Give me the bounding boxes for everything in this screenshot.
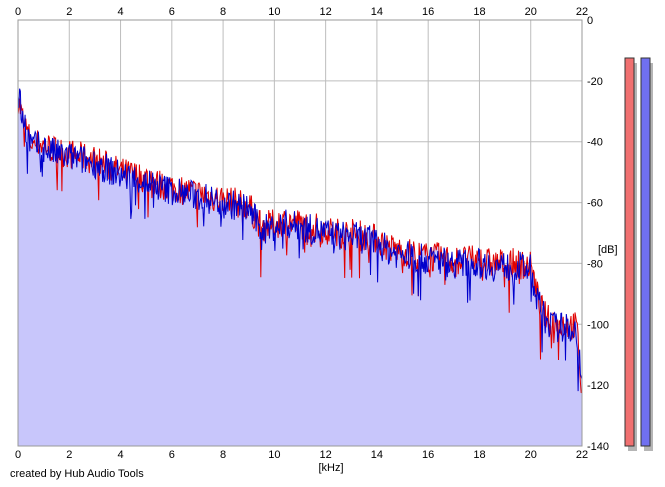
- x-tick-label-bottom: 6: [169, 449, 175, 461]
- x-tick-label-bottom: 8: [220, 449, 226, 461]
- x-tick-label-bottom: 18: [473, 449, 485, 461]
- x-tick-label-top: 20: [525, 6, 537, 18]
- x-tick-label-bottom: 0: [15, 449, 21, 461]
- x-tick-label-bottom: 20: [525, 449, 537, 461]
- x-tick-label-bottom: 12: [320, 449, 332, 461]
- y-axis-label: [dB]: [598, 244, 618, 256]
- x-tick-label-top: 18: [473, 6, 485, 18]
- y-tick-label: -100: [587, 319, 609, 331]
- x-tick-label-top: 10: [268, 6, 280, 18]
- x-tick-label-top: 12: [320, 6, 332, 18]
- chart-series: [17, 88, 583, 394]
- level-meter-1: [640, 57, 651, 447]
- x-tick-label-bottom: 2: [66, 449, 72, 461]
- spectrum-fill-area: [18, 88, 582, 446]
- y-tick-label: -60: [587, 198, 603, 210]
- x-tick-label-top: 22: [576, 6, 588, 18]
- y-tick-label: -40: [587, 137, 603, 149]
- x-tick-label-bottom: 22: [576, 449, 588, 461]
- x-tick-label-top: 4: [117, 6, 123, 18]
- y-tick-label: -20: [587, 76, 603, 88]
- credit-text: created by Hub Audio Tools: [10, 468, 144, 480]
- x-tick-label-bottom: 16: [422, 449, 434, 461]
- level-meter-0: [624, 57, 635, 447]
- x-tick-label-top: 16: [422, 6, 434, 18]
- x-tick-label-bottom: 10: [268, 449, 280, 461]
- y-axis-ticks: 0 -20 -40 -60 -80 -100 -120 -140: [587, 15, 609, 453]
- y-tick-label: -80: [587, 258, 603, 270]
- x-tick-label-top: 6: [169, 6, 175, 18]
- x-tick-label-top: 14: [371, 6, 383, 18]
- y-tick-label: 0: [587, 15, 593, 27]
- series-line-1: [17, 88, 583, 392]
- x-tick-label-bottom: 14: [371, 449, 383, 461]
- y-tick-label: -120: [587, 380, 609, 392]
- x-tick-label-top: 2: [66, 6, 72, 18]
- plot-frame: [17, 19, 583, 447]
- x-axis-label: [kHz]: [318, 462, 343, 474]
- x-tick-label-top: 0: [15, 6, 21, 18]
- y-tick-label: -140: [587, 441, 609, 453]
- level-meters: [624, 57, 653, 451]
- x-tick-label-top: 8: [220, 6, 226, 18]
- x-tick-label-bottom: 4: [117, 449, 123, 461]
